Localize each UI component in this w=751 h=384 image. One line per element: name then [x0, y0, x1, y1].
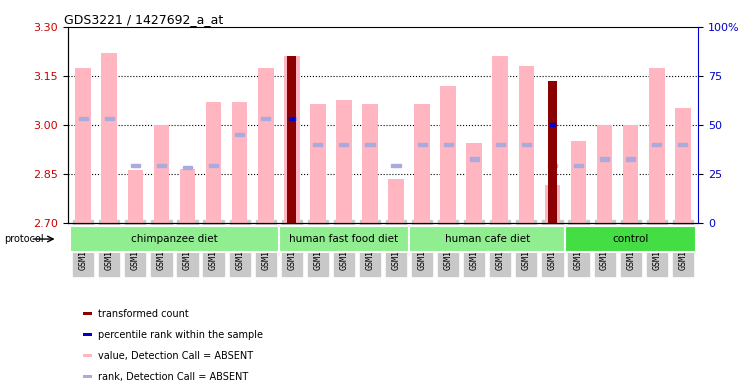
Bar [388, 179, 404, 223]
Bar [128, 170, 143, 223]
Bar [675, 108, 691, 223]
Text: GDS3221 / 1427692_a_at: GDS3221 / 1427692_a_at [65, 13, 224, 26]
Bar [469, 157, 479, 161]
Bar [649, 68, 665, 223]
Bar [339, 143, 348, 146]
Bar [440, 86, 456, 223]
Bar [336, 100, 351, 223]
Bar [548, 164, 557, 167]
Bar [652, 143, 662, 146]
Text: transformed count: transformed count [98, 309, 189, 319]
Bar [154, 125, 169, 223]
Bar [626, 157, 635, 161]
Bar [597, 125, 612, 223]
Text: value, Detection Call = ABSENT: value, Detection Call = ABSENT [98, 351, 253, 361]
Bar [366, 143, 375, 146]
Text: chimpanzee diet: chimpanzee diet [131, 234, 218, 244]
Bar [415, 104, 430, 223]
Bar [104, 117, 114, 120]
Bar [183, 166, 192, 169]
Bar [518, 66, 534, 223]
Bar [493, 56, 508, 223]
Bar [362, 104, 378, 223]
Bar [313, 143, 322, 146]
Bar [522, 143, 531, 146]
Bar [179, 169, 195, 223]
Text: percentile rank within the sample: percentile rank within the sample [98, 330, 263, 340]
Bar [209, 164, 218, 167]
Text: control: control [613, 234, 649, 244]
Bar [310, 104, 326, 223]
FancyBboxPatch shape [70, 226, 279, 252]
Bar [678, 143, 687, 146]
Text: human fast food diet: human fast food diet [289, 234, 399, 244]
Bar [600, 157, 609, 161]
Bar [391, 164, 400, 167]
Bar [284, 56, 300, 223]
Bar [496, 143, 505, 146]
Bar [75, 68, 91, 223]
Bar [466, 143, 482, 223]
Text: rank, Detection Call = ABSENT: rank, Detection Call = ABSENT [98, 372, 248, 382]
Bar [288, 56, 296, 223]
Text: human cafe diet: human cafe diet [445, 234, 530, 244]
Bar [258, 68, 273, 223]
Bar [131, 164, 140, 167]
Bar [206, 102, 222, 223]
Bar [544, 185, 560, 223]
Bar [623, 125, 638, 223]
Bar [287, 117, 297, 120]
FancyBboxPatch shape [566, 226, 696, 252]
Bar [289, 117, 294, 120]
Bar [261, 117, 270, 120]
Bar [418, 143, 427, 146]
Bar [548, 81, 556, 223]
Bar [444, 143, 453, 146]
Bar [235, 133, 244, 136]
FancyBboxPatch shape [409, 226, 566, 252]
Bar [232, 102, 248, 223]
Bar [574, 164, 583, 167]
FancyBboxPatch shape [279, 226, 409, 252]
Bar [101, 53, 117, 223]
Bar [571, 141, 587, 223]
Bar [79, 117, 88, 120]
Bar [550, 123, 555, 126]
Text: protocol: protocol [4, 234, 44, 244]
Bar [157, 164, 166, 167]
